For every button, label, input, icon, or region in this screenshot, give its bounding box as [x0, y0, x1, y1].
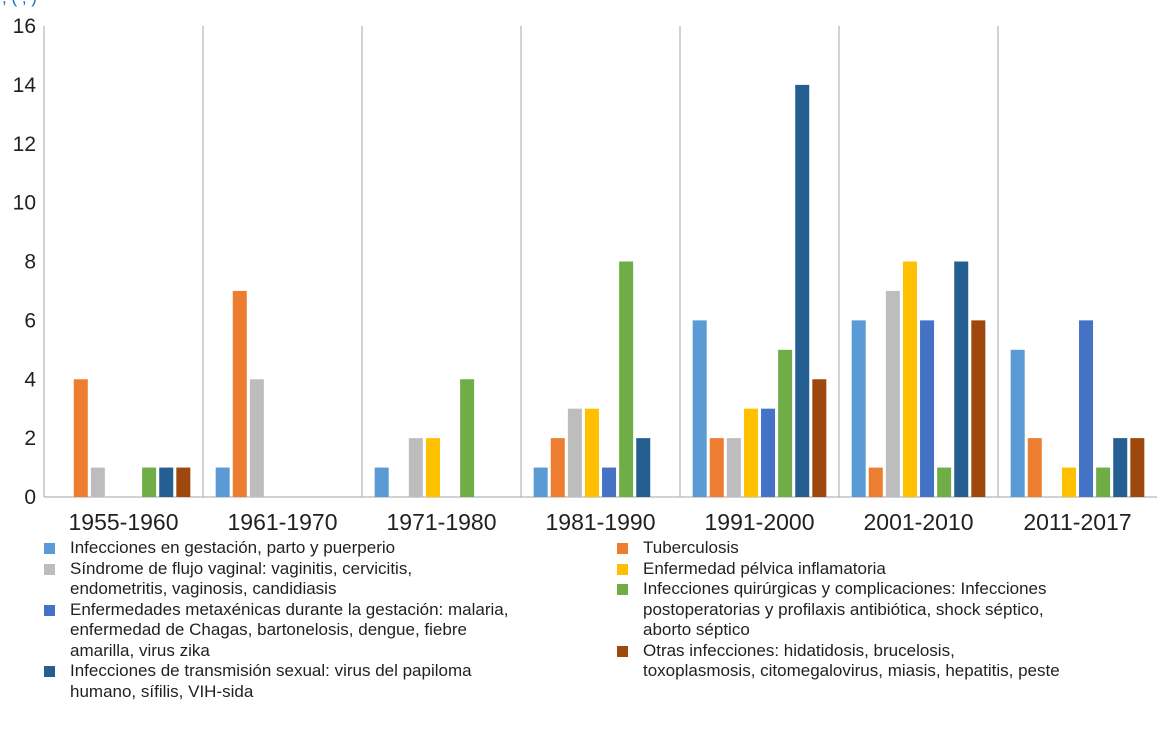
bar [550, 438, 565, 497]
bar [90, 467, 105, 497]
bar [1061, 467, 1076, 497]
legend-item-otras: Otras infecciones: hidatidosis, brucelos… [617, 641, 1137, 682]
x-tick-label: 1955-1960 [69, 509, 179, 535]
bar [619, 261, 634, 497]
legend-swatch [44, 563, 55, 575]
legend-swatch [44, 543, 55, 554]
bar [584, 408, 599, 497]
x-tick-label: 1991-2000 [705, 509, 815, 535]
bar [636, 438, 651, 497]
bar [176, 467, 191, 497]
bars [73, 84, 1145, 497]
legend-label: Otras infecciones: hidatidosis, brucelos… [643, 640, 1060, 681]
bar [778, 349, 793, 497]
legend-label: Infecciones de transmisión sexual: virus… [70, 661, 472, 701]
bar [1096, 467, 1111, 497]
bar [1130, 438, 1145, 497]
bar [937, 467, 952, 497]
bar [215, 467, 230, 497]
legend-swatch [617, 645, 628, 657]
legend-item-tuberculosis: Tuberculosis [617, 538, 1137, 559]
bar [602, 467, 617, 497]
chart-grid [43, 26, 1157, 498]
legend-item-transmision-sexual: Infecciones de transmisión sexual: virus… [44, 661, 604, 702]
bar [1010, 349, 1025, 497]
legend-item-metaxenicas: Enfermedades metaxénicas durante la gest… [44, 600, 604, 662]
bar [374, 467, 389, 497]
x-tick-label: 1971-1980 [387, 509, 497, 535]
legend-swatch [44, 604, 55, 616]
bar [726, 438, 741, 497]
legend-swatch [617, 563, 628, 575]
y-tick-label: 2 [24, 427, 36, 450]
bar [692, 320, 707, 497]
bar [249, 379, 264, 497]
bar [460, 379, 475, 497]
bar [971, 320, 986, 497]
legend-item-quirurgicas: Infecciones quirúrgicas y complicaciones… [617, 579, 1137, 641]
y-tick-label: 12 [13, 133, 36, 156]
legend-label: Infecciones en gestación, parto y puerpe… [70, 538, 396, 557]
bar [232, 290, 247, 497]
y-tick-label: 6 [24, 309, 36, 332]
bar [743, 408, 758, 497]
legend-item-flujo-vaginal: Síndrome de flujo vaginal: vaginitis, ce… [44, 559, 604, 600]
legend-label: Enfermedad pélvica inflamatoria [643, 558, 886, 578]
legend-label: Infecciones quirúrgicas y complicaciones… [643, 579, 1047, 639]
bar [954, 261, 969, 497]
bar [142, 467, 157, 497]
y-tick-label: 14 [13, 74, 37, 97]
bar-chart: 0 2 4 6 8 10 12 14 16 1955-1960 1961-1970 1971-198… [13, 15, 1157, 535]
bar [709, 438, 724, 497]
bar [533, 467, 548, 497]
bar [425, 438, 440, 497]
x-axis-ticks: 1955-1960 1961-1970 1971-1980 1981-1990 1991… [69, 509, 1132, 535]
x-tick-label: 2011-2017 [1023, 509, 1131, 535]
x-tick-label: 1961-1970 [228, 509, 338, 535]
bar [761, 408, 776, 497]
bar [902, 261, 917, 497]
legend-swatch [44, 666, 55, 677]
legend-label: Tuberculosis [643, 538, 739, 557]
legend-column-right: Tuberculosis Enfermedad pélvica inflamat… [617, 538, 1137, 682]
y-tick-label: 4 [24, 368, 36, 391]
bar [920, 320, 935, 497]
y-tick-label: 16 [13, 15, 36, 38]
bar [1113, 438, 1128, 497]
legend-item-gestacion: Infecciones en gestación, parto y puerpe… [44, 538, 604, 559]
legend-swatch [617, 543, 628, 554]
bar [73, 379, 88, 497]
bar [408, 438, 423, 497]
bar [812, 379, 827, 497]
bar [1027, 438, 1042, 497]
y-tick-label: 10 [13, 192, 36, 215]
legend-label: Enfermedades metaxénicas durante la gest… [70, 599, 509, 660]
bar [868, 467, 883, 497]
legend-swatch [617, 584, 628, 595]
y-tick-label: 0 [24, 486, 36, 509]
x-tick-label: 1981-1990 [546, 509, 656, 535]
y-tick-label: 8 [24, 251, 36, 274]
y-axis-ticks: 0 2 4 6 8 10 12 14 16 [13, 15, 37, 509]
bar [851, 320, 866, 497]
legend-label: Síndrome de flujo vaginal: vaginitis, ce… [70, 558, 413, 599]
bar [567, 408, 582, 497]
legend-column-left: Infecciones en gestación, parto y puerpe… [44, 538, 604, 702]
bar [159, 467, 174, 497]
x-tick-label: 2001-2010 [864, 509, 974, 535]
cropped-title-fragment: , ( , ) [2, 0, 37, 8]
bar [795, 84, 810, 497]
bar [885, 290, 900, 497]
legend-item-epi: Enfermedad pélvica inflamatoria [617, 559, 1137, 580]
bar [1079, 320, 1094, 497]
